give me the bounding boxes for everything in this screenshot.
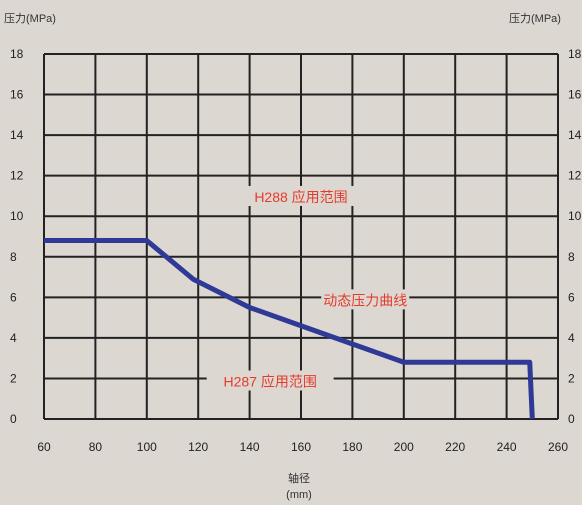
y-tick-label-left: 2 bbox=[10, 371, 17, 385]
y-unit-left: 压力(MPa) bbox=[4, 12, 56, 25]
x-axis-title: 轴径 bbox=[288, 471, 310, 485]
x-tick-label: 80 bbox=[89, 440, 103, 454]
y-tick-label-right: 14 bbox=[568, 128, 582, 142]
y-tick-label-right: 10 bbox=[568, 209, 582, 223]
y-tick-label-right: 6 bbox=[568, 290, 575, 304]
x-tick-label: 160 bbox=[291, 440, 311, 454]
y-tick-label-left: 16 bbox=[10, 88, 24, 102]
y-tick-label-left: 12 bbox=[10, 169, 24, 183]
y-tick-label-right: 0 bbox=[568, 412, 575, 426]
x-tick-label: 60 bbox=[37, 440, 51, 454]
x-tick-label: 240 bbox=[497, 440, 517, 454]
y-tick-label-right: 8 bbox=[568, 250, 575, 264]
y-tick-label-left: 0 bbox=[10, 412, 17, 426]
x-ticks: 60 80 100 120 140 160 180 200 220 240 260 bbox=[37, 440, 568, 454]
annotation-background bbox=[237, 185, 365, 206]
x-axis-unit: (mm) bbox=[286, 489, 312, 501]
series-line bbox=[44, 238, 535, 420]
y-tick-label-left: 8 bbox=[10, 250, 17, 264]
annotation-label: H287 应用范围 bbox=[223, 374, 316, 390]
y-tick-label-right: 2 bbox=[568, 371, 575, 385]
x-tick-label: 180 bbox=[342, 440, 362, 454]
y-tick-label-right: 16 bbox=[568, 88, 582, 102]
x-tick-label: 100 bbox=[137, 440, 157, 454]
y-tick-label-left: 14 bbox=[10, 128, 24, 142]
annotation-background bbox=[206, 370, 334, 391]
x-tick-label: 120 bbox=[188, 440, 208, 454]
y-tick-label-right: 12 bbox=[568, 169, 582, 183]
annotation-background bbox=[321, 289, 410, 310]
x-tick-label: 200 bbox=[394, 440, 414, 454]
y-tick-label-left: 4 bbox=[10, 331, 17, 345]
x-tick-label: 260 bbox=[548, 440, 568, 454]
y-unit-right: 压力(MPa) bbox=[509, 12, 561, 25]
y-tick-label-left: 6 bbox=[10, 290, 17, 304]
annotation-label: H288 应用范围 bbox=[254, 189, 347, 205]
y-tick-label-left: 18 bbox=[10, 47, 24, 61]
y-tick-label-right: 4 bbox=[568, 331, 575, 345]
y-ticks-left: 0 2 4 6 8 10 12 14 16 18 bbox=[10, 47, 24, 426]
y-ticks-right: 0 2 4 6 8 10 12 14 16 18 bbox=[568, 47, 582, 426]
x-tick-label: 140 bbox=[240, 440, 260, 454]
y-tick-label-left: 10 bbox=[10, 209, 24, 223]
annotation-label: 动态压力曲线 bbox=[323, 292, 407, 308]
x-tick-label: 220 bbox=[445, 440, 465, 454]
y-tick-label-right: 18 bbox=[568, 47, 582, 61]
series-layer bbox=[44, 238, 535, 420]
